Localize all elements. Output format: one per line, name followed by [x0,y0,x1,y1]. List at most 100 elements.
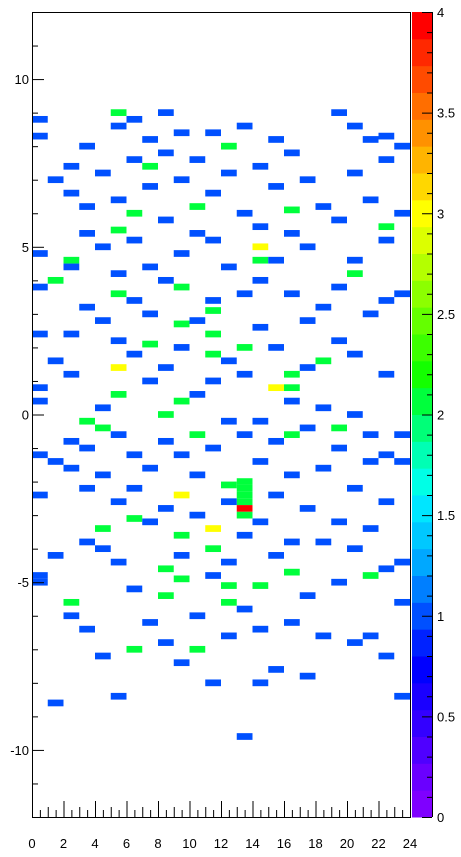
heatmap-bin [110,196,127,204]
palette-swatch [412,280,432,308]
heatmap-bin [126,156,143,163]
heatmap-bin [63,612,80,620]
palette-tick-label: 2 [437,408,444,423]
heatmap-bin [126,297,143,304]
heatmap-bin [126,585,143,593]
heatmap-bin [189,230,206,237]
heatmap-bin [362,136,379,143]
heatmap-bin [394,290,410,298]
heatmap-bin [331,283,347,291]
palette-tick-label: 3 [437,206,444,221]
x-tick-label: 22 [371,836,385,851]
heatmap-bin [268,183,284,190]
heatmap-bin [252,162,269,170]
heatmap-bin [63,437,80,445]
heatmap-bin [236,605,253,613]
heatmap-bin [32,491,48,499]
heatmap-bin [394,558,410,566]
heatmap-bin [236,431,253,438]
heatmap-bin [252,458,269,465]
heatmap-bin [236,733,253,740]
heatmap-bin [142,136,158,143]
heatmap-bin [32,115,48,123]
heatmap-bin [205,330,221,338]
palette-swatch [412,146,432,174]
heatmap-bin [95,169,111,177]
x-tick-label: 2 [60,836,67,851]
heatmap-bin [268,256,284,264]
heatmap-bin [378,297,395,304]
heatmap-bin [284,568,300,576]
heatmap-bin [205,189,221,197]
heatmap-bin [110,692,127,700]
heatmap-bin [252,243,269,251]
heatmap-bin [378,156,395,163]
heatmap-bin [142,183,158,190]
heatmap-bin [299,592,316,599]
heatmap-bin [331,444,347,452]
heatmap-bin [284,230,300,237]
heatmap-bin [221,598,237,606]
heatmap-bin [79,203,95,210]
x-axis: 0 2 4 6 8 10 12 14 16 18 20 22 24 [28,801,417,851]
heatmap-bin [173,176,190,184]
heatmap-bin [268,344,284,351]
palette-tick-label: 4 [437,5,444,20]
heatmap-bin [268,491,284,499]
heatmap-bin [47,357,64,365]
x-tick-label: 8 [154,836,161,851]
heatmap-bin [299,243,316,251]
heatmap-bin [236,209,253,217]
heatmap-bin [315,404,332,412]
palette-swatch [412,495,432,523]
palette-swatch [412,360,432,389]
heatmap-bin [32,397,48,405]
color-scale: 0 0.5 1 1.5 2 2.5 3 3.5 4 [412,5,455,825]
heatmap-bin [331,424,347,432]
heatmap-bin [79,303,95,311]
heatmap-bin [236,290,253,298]
heatmap-bin [173,344,190,351]
heatmap-bin [205,297,221,304]
heatmap-bin [189,317,206,324]
y-tick-label: -5 [17,575,29,590]
heatmap-bin [63,598,80,606]
heatmap-bin [32,384,48,392]
heatmap-bin [347,350,363,358]
heatmap-bin [252,518,269,526]
heatmap-bin [173,659,190,667]
heatmap-bin [284,149,300,157]
heatmap-bin [47,276,64,284]
heatmap-bin [299,672,316,680]
heatmap-bin [173,451,190,459]
heatmap-bin [362,196,379,204]
heatmap-bin [347,169,363,177]
heatmap-bin [79,230,95,237]
heatmap-bin [205,350,221,358]
heatmap-bin [158,276,174,284]
heatmap-bin [126,209,143,217]
heatmap-bin [284,471,300,479]
heatmap-bin [79,142,95,150]
heatmap-bin [205,444,221,452]
heatmap-bin [173,250,190,257]
heatmap-bin [158,565,174,573]
heatmap-bin [158,109,174,116]
heatmap-bin [158,411,174,418]
heatmap-bin [79,538,95,546]
x-tick-label: 18 [308,836,322,851]
heatmap-bin [284,397,300,405]
heatmap-bin [205,377,221,385]
palette-swatch [412,173,432,201]
palette-swatch [412,575,432,603]
heatmap-bin [331,337,347,345]
palette-swatch [412,65,432,93]
heatmap-bin [221,142,237,150]
heatmap-bin [315,632,332,640]
heatmap-bin [205,572,221,579]
heatmap-bin [158,437,174,445]
heatmap-bin [173,397,190,405]
heatmap-bin [221,481,237,489]
heatmap-bin [189,511,206,519]
heatmap-bin [299,176,316,184]
